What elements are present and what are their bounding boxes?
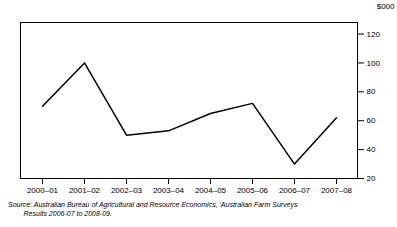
svg-text:2005–06: 2005–06	[237, 186, 269, 195]
svg-text:2001–02: 2001–02	[69, 186, 101, 195]
svg-text:2006–07: 2006–07	[279, 186, 311, 195]
html-text:Source: Australian Bureau of A: Source: Australian Bureau of Agricultura…	[8, 201, 298, 217]
svg-text:2002–03: 2002–03	[111, 186, 143, 195]
svg-text:2007–08: 2007–08	[321, 186, 353, 195]
svg-text:20: 20	[367, 174, 376, 183]
svg-text:2000–01: 2000–01	[27, 186, 59, 195]
svg-text:60: 60	[367, 116, 376, 125]
svg-text:100: 100	[367, 59, 381, 68]
svg-text:40: 40	[367, 145, 376, 154]
svg-text:2003–04: 2003–04	[153, 186, 185, 195]
svg-text:80: 80	[367, 87, 376, 96]
svg-text:120: 120	[367, 30, 381, 39]
svg-text:$000: $000	[377, 2, 395, 11]
svg-text:2004–05: 2004–05	[195, 186, 227, 195]
